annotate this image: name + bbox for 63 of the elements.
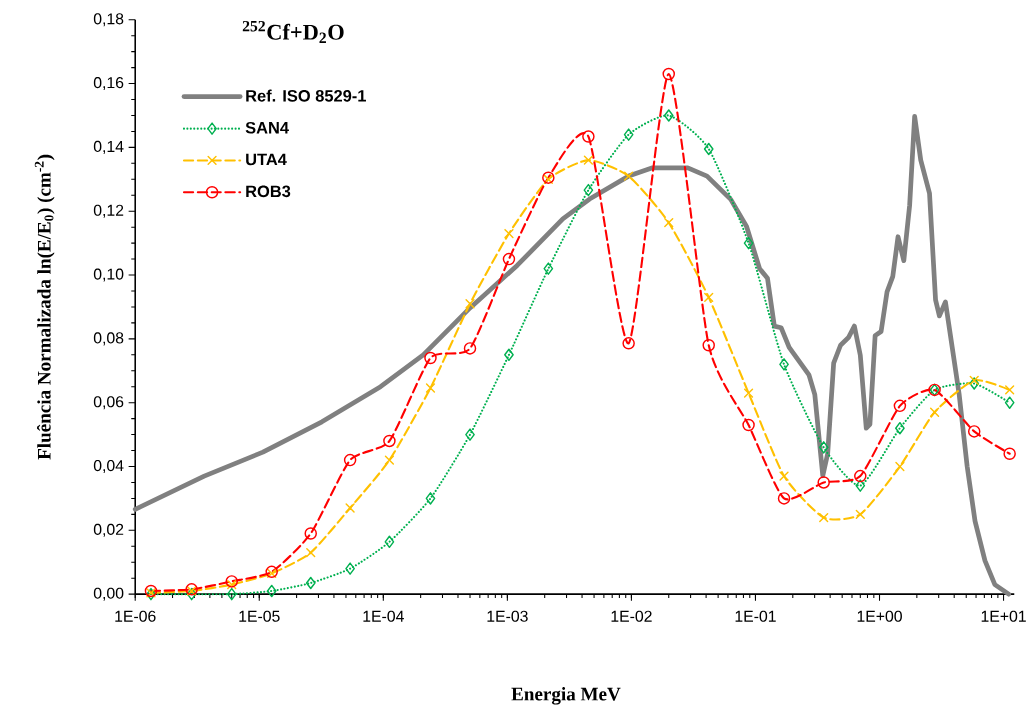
point (384, 535, 395, 549)
point (819, 513, 829, 523)
point (186, 588, 197, 601)
point (225, 575, 238, 588)
y-tick-label: 0,18 (93, 13, 124, 27)
point (304, 527, 317, 540)
point (266, 584, 277, 598)
point (306, 548, 316, 558)
x-tick-label: 1E-01 (735, 610, 776, 622)
y-tick-label: 0,08 (93, 332, 124, 346)
y-tick-label: 0,16 (93, 77, 124, 91)
point (504, 348, 514, 362)
point (502, 253, 516, 266)
point (582, 130, 595, 143)
x-tick-label: 1E-04 (363, 610, 404, 622)
legend-label: UTA4 (246, 153, 287, 166)
x-tick-label: 1E-02 (611, 610, 652, 622)
point (226, 588, 237, 601)
x-tick-label: 1E+00 (857, 610, 902, 622)
y-tick-label: 0,10 (93, 268, 124, 282)
point (777, 492, 791, 505)
point (465, 299, 475, 309)
point (818, 441, 829, 454)
point (583, 155, 594, 165)
point (465, 428, 475, 442)
y-tick-label: 0,04 (93, 460, 124, 474)
y-tick-label: 0,02 (93, 524, 124, 538)
x-tick-label: 1E+01 (981, 610, 1026, 622)
y-axis-title: Fluência Normalizada ln(E/E$_{0}$) (cm$^{-2}$) (34, 155, 55, 460)
point (384, 455, 395, 465)
legend-label: ROB3 (246, 185, 291, 198)
point (463, 342, 477, 355)
x-tick-label: 1E-05 (239, 610, 280, 622)
point (425, 383, 436, 393)
x-axis-title: Energia MeV (511, 687, 621, 705)
y-tick-label: 0,14 (93, 141, 124, 155)
point (583, 184, 594, 197)
point (343, 454, 357, 467)
point (504, 229, 514, 239)
point (227, 580, 237, 590)
point (817, 476, 830, 489)
point (425, 492, 436, 505)
chart-title: $^{252}$Cf+D$_{2}$O (242, 21, 344, 44)
x-tick-label: 1E-06 (115, 610, 156, 622)
point (779, 358, 789, 371)
x-tick-label: 1E-03 (487, 610, 528, 622)
point (622, 337, 635, 350)
point (623, 128, 634, 142)
point (144, 584, 158, 598)
point (663, 109, 674, 122)
point (779, 471, 789, 481)
legend-label: SAN4 (245, 122, 289, 134)
y-tick-label: 0,00 (93, 587, 124, 601)
y-tick-label: 0,12 (93, 204, 124, 218)
point (624, 171, 634, 181)
point (345, 503, 355, 513)
point (383, 434, 396, 448)
point (305, 576, 316, 590)
point (543, 262, 554, 276)
y-tick-label: 0,06 (93, 396, 124, 410)
point (345, 562, 355, 576)
point (424, 351, 437, 365)
legend-label: Ref. ISO 8529-1 (246, 89, 366, 102)
